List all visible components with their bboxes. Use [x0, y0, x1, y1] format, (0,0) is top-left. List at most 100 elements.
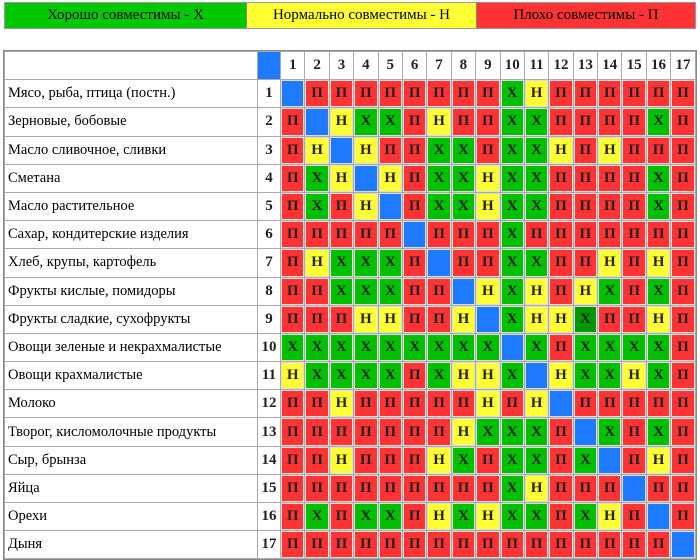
compatibility-cell: П — [476, 108, 500, 136]
compatibility-cell: Н — [524, 474, 549, 502]
column-header: 1 — [281, 52, 305, 80]
compatibility-cell: П — [427, 390, 451, 418]
row-number: 17 — [258, 531, 280, 559]
compatibility-cell: П — [476, 531, 500, 559]
compatibility-table: 1 2 3 4 5 6 7 8 9 10 11 12 13 14 15 16 17 Мясо, рыба, пти… — [3, 50, 697, 560]
compatibility-cell: Х — [378, 362, 402, 390]
header-row: 1 2 3 4 5 6 7 8 9 10 11 12 13 14 15 16 17 — [5, 52, 695, 80]
compatibility-cell: Х — [427, 333, 451, 362]
compatibility-cell: П — [378, 136, 402, 164]
column-header: 17 — [671, 52, 695, 80]
compatibility-cell: Н — [598, 503, 622, 531]
row-label: Масло растительное — [5, 192, 257, 221]
compatibility-cell: Н — [646, 249, 671, 277]
compatibility-cell: П — [671, 164, 695, 192]
compatibility-cell: П — [622, 446, 646, 474]
compatibility-cell: Х — [500, 305, 524, 333]
diagonal-cell — [329, 136, 354, 164]
compatibility-cell: П — [476, 136, 500, 164]
row-number: 13 — [258, 418, 280, 446]
compatibility-cell: Н — [354, 305, 378, 333]
compatibility-cell: П — [573, 192, 598, 221]
row-number: 11 — [258, 362, 280, 390]
compatibility-cell: П — [402, 164, 427, 192]
compatibility-cell: П — [402, 503, 427, 531]
compatibility-cell: П — [671, 503, 695, 531]
column-header: 2 — [305, 52, 329, 80]
column-header: 9 — [476, 52, 500, 80]
compatibility-cell: П — [451, 474, 476, 502]
compatibility-cell: П — [598, 305, 622, 333]
compatibility-cell: Х — [476, 333, 500, 362]
compatibility-cell: Х — [524, 249, 549, 277]
compatibility-cell: Х — [500, 192, 524, 221]
compatibility-cell: П — [451, 80, 476, 108]
row-number: 15 — [258, 474, 280, 502]
compatibility-cell: П — [671, 390, 695, 418]
table-row: Сыр, брынза 14 П П Н П П П Н Х П Х Х П Х П Н П — [5, 446, 695, 474]
compatibility-cell: П — [622, 80, 646, 108]
row-number: 3 — [258, 136, 280, 164]
compatibility-cell: П — [671, 474, 695, 502]
compatibility-cell: Х — [354, 503, 378, 531]
compatibility-cell: Н — [598, 249, 622, 277]
compatibility-cell: Х — [305, 503, 329, 531]
compatibility-cell: Х — [305, 164, 329, 192]
row-label: Фрукты сладкие, сухофрукты — [5, 305, 257, 333]
compatibility-cell: П — [427, 474, 451, 502]
compatibility-cell: Х — [500, 136, 524, 164]
compatibility-cell: Н — [476, 362, 500, 390]
diagonal-cell — [476, 305, 500, 333]
compatibility-cell: П — [549, 108, 573, 136]
compatibility-cell: П — [549, 192, 573, 221]
table-row: Фрукты кислые, помидоры 8 П П Х Х Х П П Н Х Н П Н Х П Х П — [5, 277, 695, 305]
compatibility-cell: Х — [354, 277, 378, 305]
compatibility-cell: Н — [305, 136, 329, 164]
compatibility-cell: Х — [354, 108, 378, 136]
compatibility-cell: П — [378, 80, 402, 108]
compatibility-cell: Н — [524, 305, 549, 333]
compatibility-cell: П — [281, 277, 305, 305]
table-row: Сахар, кондитерские изделия 6 П П П П П П П П Х П П П… — [5, 221, 695, 249]
compatibility-cell: П — [378, 221, 402, 249]
compatibility-cell: Х — [451, 503, 476, 531]
compatibility-cell: Н — [524, 390, 549, 418]
compatibility-cell: П — [354, 221, 378, 249]
compatibility-cell: Н — [549, 362, 573, 390]
compatibility-cell: П — [305, 446, 329, 474]
diagonal-cell — [549, 390, 573, 418]
compatibility-cell: Х — [427, 192, 451, 221]
compatibility-cell: Х — [329, 249, 354, 277]
table-row: Масло растительное 5 П Х П Н П Х Х Н Х Х П П П П Х П — [5, 192, 695, 221]
compatibility-cell: П — [671, 80, 695, 108]
column-header: 10 — [500, 52, 524, 80]
compatibility-cell: Х — [524, 192, 549, 221]
compatibility-cell: Н — [451, 305, 476, 333]
compatibility-cell: Х — [646, 362, 671, 390]
compatibility-cell: Х — [500, 418, 524, 446]
compatibility-cell: Н — [329, 164, 354, 192]
compatibility-cell: Н — [476, 390, 500, 418]
compatibility-cell: П — [671, 108, 695, 136]
row-number: 6 — [258, 221, 280, 249]
row-label: Хлеб, крупы, картофель — [5, 249, 257, 277]
compatibility-cell: Н — [329, 390, 354, 418]
compatibility-cell: П — [549, 531, 573, 559]
compatibility-cell: П — [329, 418, 354, 446]
compatibility-cell: Х — [476, 418, 500, 446]
compatibility-cell: П — [549, 503, 573, 531]
compatibility-cell: П — [646, 474, 671, 502]
compatibility-cell: П — [598, 164, 622, 192]
compatibility-cell: П — [427, 277, 451, 305]
compatibility-cell: Х — [500, 503, 524, 531]
table-row: Молоко 12 П П Н П П П П П Н П Н П П П П П — [5, 390, 695, 418]
table-row: Овощи крахмалистые 11 Н Х Х Х Х П Х Н Н Х Н Х Х Н Х П — [5, 362, 695, 390]
compatibility-cell: П — [329, 80, 354, 108]
compatibility-cell: Н — [646, 446, 671, 474]
row-label: Сметана — [5, 164, 257, 192]
compatibility-cell: Х — [646, 333, 671, 362]
compatibility-cell: П — [281, 531, 305, 559]
compatibility-cell: Х — [378, 277, 402, 305]
column-header: 7 — [427, 52, 451, 80]
compatibility-cell: П — [573, 474, 598, 502]
